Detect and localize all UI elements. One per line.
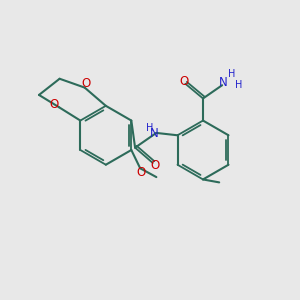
Text: O: O xyxy=(151,159,160,172)
Text: N: N xyxy=(219,76,228,89)
Text: N: N xyxy=(150,127,158,140)
Text: O: O xyxy=(136,166,146,179)
Text: H: H xyxy=(146,123,154,133)
Text: H: H xyxy=(235,80,242,90)
Text: O: O xyxy=(179,75,188,88)
Text: O: O xyxy=(81,77,90,90)
Text: H: H xyxy=(228,69,235,79)
Text: O: O xyxy=(49,98,58,111)
